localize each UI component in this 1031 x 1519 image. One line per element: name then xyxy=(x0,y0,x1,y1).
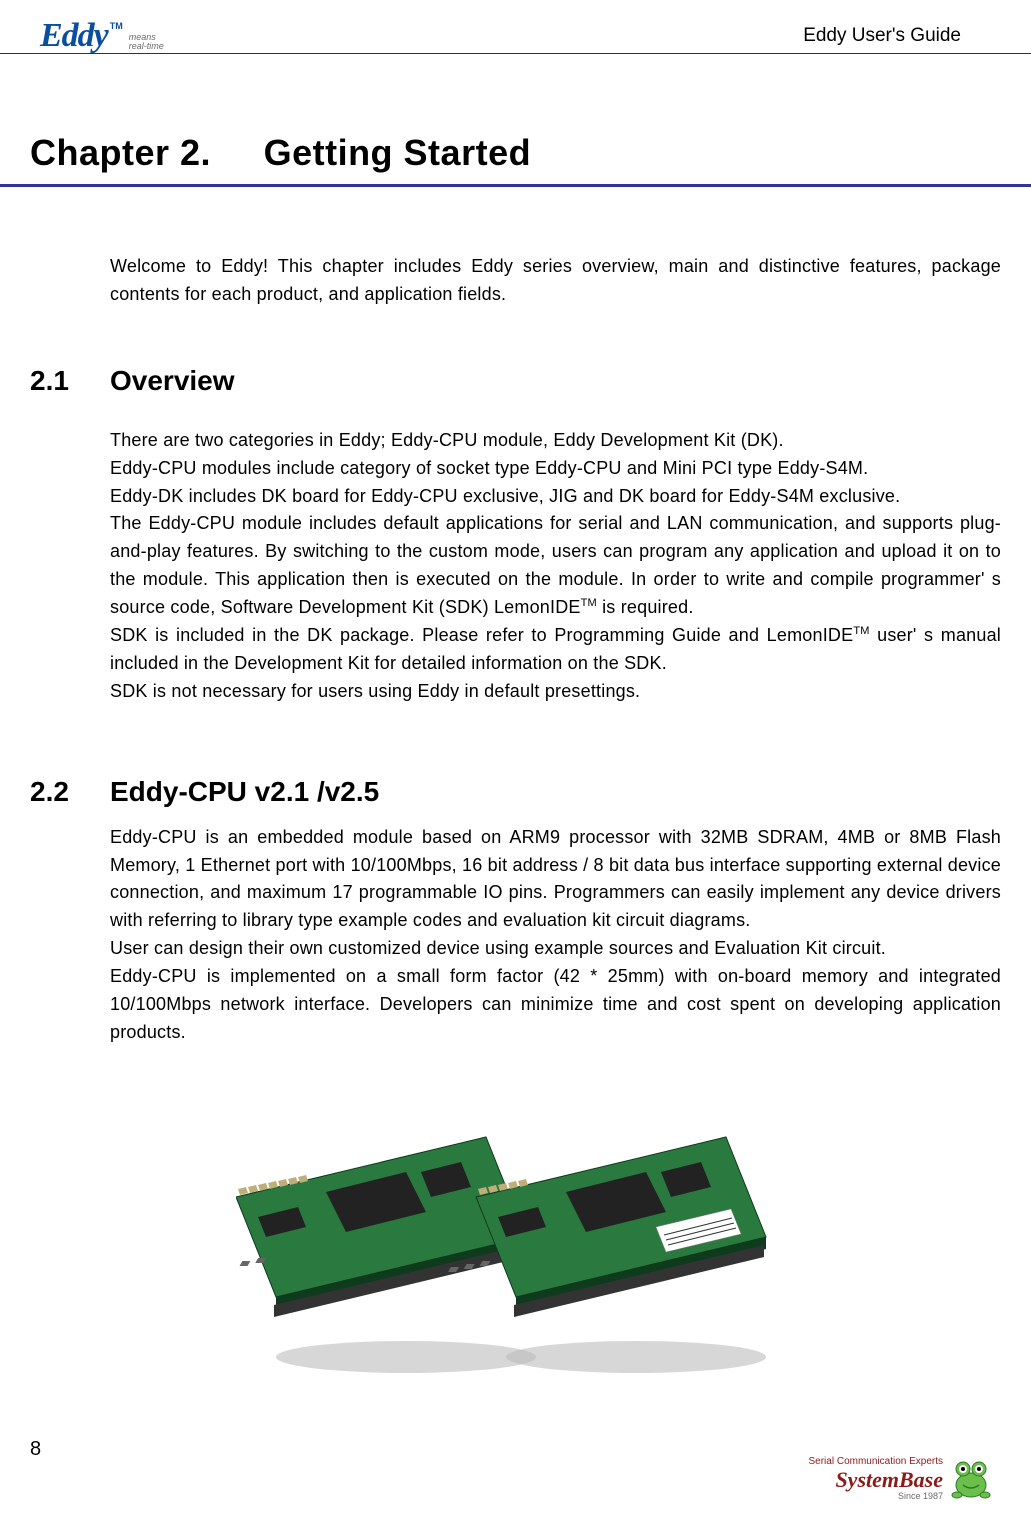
s21-p4a: The Eddy-CPU module includes default app… xyxy=(110,513,1001,617)
logo-tm: TM xyxy=(110,21,123,31)
chapter-intro: Welcome to Eddy! This chapter includes E… xyxy=(110,253,1001,309)
s21-tm2: TM xyxy=(853,625,869,637)
board-illustration-icon xyxy=(236,1077,796,1407)
section-title-22: Eddy-CPU v2.1 /v2.5 xyxy=(110,776,379,808)
s21-p6: SDK is not necessary for users using Edd… xyxy=(110,681,640,701)
s21-p5a: SDK is included in the DK package. Pleas… xyxy=(110,625,853,645)
section-title-21: Overview xyxy=(110,365,235,397)
header-doc-title: Eddy User's Guide xyxy=(803,25,961,53)
chapter-title: Chapter 2. Getting Started xyxy=(30,132,531,173)
logo-sub-line2: real-time xyxy=(129,42,164,51)
chapter-title-block: Chapter 2. Getting Started xyxy=(0,132,1031,187)
footer-tagline: Serial Communication Experts xyxy=(809,1457,944,1467)
footer-brand: SystemBase xyxy=(835,1469,943,1491)
s22-p3: Eddy-CPU is implemented on a small form … xyxy=(110,966,1001,1042)
logo: Eddy TM means real-time xyxy=(40,19,164,53)
footer-text-block: Serial Communication Experts SystemBase … xyxy=(809,1457,944,1501)
footer-logo: Serial Communication Experts SystemBase … xyxy=(809,1453,996,1501)
s22-p1: Eddy-CPU is an embedded module based on … xyxy=(110,827,1001,931)
logo-subtitle: means real-time xyxy=(129,33,164,51)
s21-p4b: is required. xyxy=(597,597,694,617)
frog-mascot-icon xyxy=(947,1453,995,1501)
footer-brand-text: SystemBase xyxy=(835,1467,943,1492)
page-header: Eddy TM means real-time Eddy User's Guid… xyxy=(0,0,1031,54)
s21-p3: Eddy-DK includes DK board for Eddy-CPU e… xyxy=(110,486,900,506)
section-heading-21: 2.1 Overview xyxy=(30,365,1031,397)
footer-since: Since 1987 xyxy=(898,1492,943,1501)
s21-tm1: TM xyxy=(581,597,597,609)
s21-p1: There are two categories in Eddy; Eddy-C… xyxy=(110,430,784,450)
chapter-name: Getting Started xyxy=(264,132,532,173)
section-num-21: 2.1 xyxy=(30,365,110,397)
section21-body: There are two categories in Eddy; Eddy-C… xyxy=(110,427,1001,706)
s22-p2: User can design their own customized dev… xyxy=(110,938,886,958)
section22-body: Eddy-CPU is an embedded module based on … xyxy=(110,824,1001,1047)
logo-name: Eddy xyxy=(40,19,108,53)
section-heading-22: 2.2 Eddy-CPU v2.1 /v2.5 xyxy=(30,776,1031,808)
s21-p2: Eddy-CPU modules include category of soc… xyxy=(110,458,868,478)
chapter-label: Chapter 2. xyxy=(30,132,211,174)
page-number: 8 xyxy=(30,1438,41,1461)
section-num-22: 2.2 xyxy=(30,776,110,808)
eddy-cpu-board-figure xyxy=(236,1077,796,1407)
